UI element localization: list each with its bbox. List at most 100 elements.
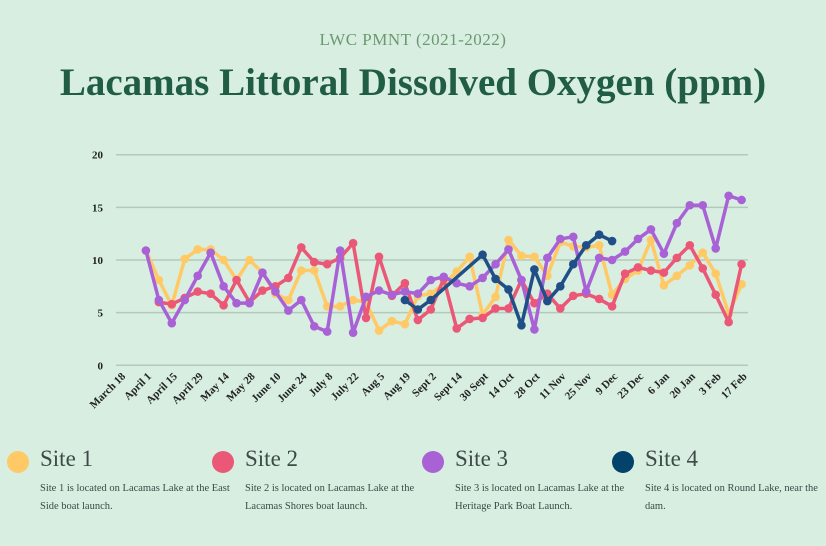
legend-description: Site 1 is located on Lacamas Lake at the… [40, 483, 230, 512]
site-4-point [568, 259, 578, 269]
x-tick-label: 23 Dec [615, 371, 646, 402]
legend-label: Site 3 [455, 446, 509, 471]
site-3-point [581, 287, 591, 296]
site-3-point [724, 191, 733, 201]
site-1-point [465, 252, 474, 262]
site-1-point [387, 316, 397, 326]
site-1-point [374, 326, 384, 335]
site-3-color-dot [422, 451, 444, 473]
site-3-point [530, 325, 539, 334]
site-4-point [491, 274, 500, 284]
site-1-point [193, 245, 202, 254]
site-3-point [517, 275, 526, 285]
site-2-color-dot [212, 451, 234, 473]
site-2-point [633, 263, 643, 272]
site-1-point [245, 255, 254, 265]
site-2-point [297, 243, 306, 252]
site-1-point [711, 269, 720, 278]
site-3-point [633, 234, 643, 244]
chart-title: Lacamas Littoral Dissolved Oxygen (ppm) [59, 61, 767, 104]
site-3-point [141, 246, 151, 255]
site-3-point [672, 218, 682, 228]
site-1-point [594, 240, 604, 250]
site-3-point [620, 247, 630, 256]
site-2-line [158, 241, 744, 331]
site-2-point [206, 289, 215, 298]
site-2-point [711, 290, 720, 300]
x-tick-label: 28 Oct [512, 370, 543, 401]
legend-description: Site 3 is located on Lacamas Lake at the… [455, 483, 625, 512]
site-4-point [594, 230, 604, 240]
site-4-point [517, 320, 526, 330]
site-3-point [232, 298, 241, 308]
site-2-point [465, 314, 474, 324]
y-tick-label: 0 [98, 360, 104, 372]
site-1-color-dot [7, 451, 29, 473]
site-3-point [297, 295, 306, 305]
site-2-point [556, 304, 565, 313]
site-3-point [193, 271, 202, 281]
y-tick-label: 15 [92, 202, 104, 214]
site-1-point [400, 319, 410, 329]
x-tick-label: 30 Sept [458, 370, 491, 403]
site-3-point [335, 246, 345, 255]
x-tick-label: June 24 [275, 370, 310, 405]
site-4-point [543, 296, 552, 306]
site-1-point [530, 252, 539, 262]
site-3-point [374, 286, 384, 295]
site-3-point [426, 275, 436, 285]
site-1-point [659, 280, 669, 290]
legend-description: Site 2 is located on Lacamas Lake at the… [245, 483, 415, 512]
site-2-point [568, 291, 578, 301]
site-3-point [543, 253, 552, 263]
site-2-point [232, 275, 241, 285]
site-1-point [646, 235, 656, 245]
site-3-point [465, 282, 474, 291]
site-2-point [504, 304, 513, 313]
site-1-point [348, 295, 358, 305]
site-1-point [335, 302, 345, 311]
site-4-point [581, 240, 591, 250]
site-2-point [607, 302, 617, 311]
x-tick-label: 11 Nov [537, 370, 569, 402]
site-2-point [348, 238, 358, 248]
site-3-point [309, 322, 319, 331]
site-3-point [594, 253, 604, 263]
site-3-point [478, 273, 487, 283]
site-4-point [400, 295, 410, 305]
site-2-point [167, 299, 177, 309]
site-2-point [413, 315, 423, 325]
site-2-point [258, 286, 267, 295]
site-2-point [452, 324, 462, 333]
site-3-point [556, 234, 565, 244]
site-2-point [361, 313, 371, 323]
site-4-point [426, 295, 436, 305]
legend-label: Site 1 [40, 446, 94, 471]
site-1-point [698, 248, 708, 257]
site-3-point [219, 282, 228, 291]
site-2-point [400, 278, 410, 288]
site-1-point [154, 275, 164, 285]
x-tick-label: March 18 [88, 370, 129, 411]
site-1-point [491, 292, 500, 302]
x-tick-label: 25 Nov [563, 370, 595, 402]
site-2-point [426, 305, 436, 314]
site-2-point [478, 313, 487, 323]
site-3-point [711, 244, 720, 253]
x-tick-label: July 22 [329, 370, 362, 403]
site-3-point [206, 248, 215, 257]
legend-label: Site 4 [645, 446, 699, 471]
site-2-point [672, 253, 682, 263]
site-2-point [193, 287, 202, 296]
site-3-point [348, 328, 358, 337]
x-tick-label: 17 Feb [719, 371, 750, 402]
site-2-point [594, 294, 604, 304]
site-2-point [219, 300, 228, 310]
site-2-point [620, 269, 630, 278]
site-3-point [504, 245, 513, 254]
site-2-point [491, 304, 500, 313]
site-2-point [737, 259, 746, 269]
site-1-point [219, 255, 228, 265]
site-3-point [180, 295, 190, 305]
